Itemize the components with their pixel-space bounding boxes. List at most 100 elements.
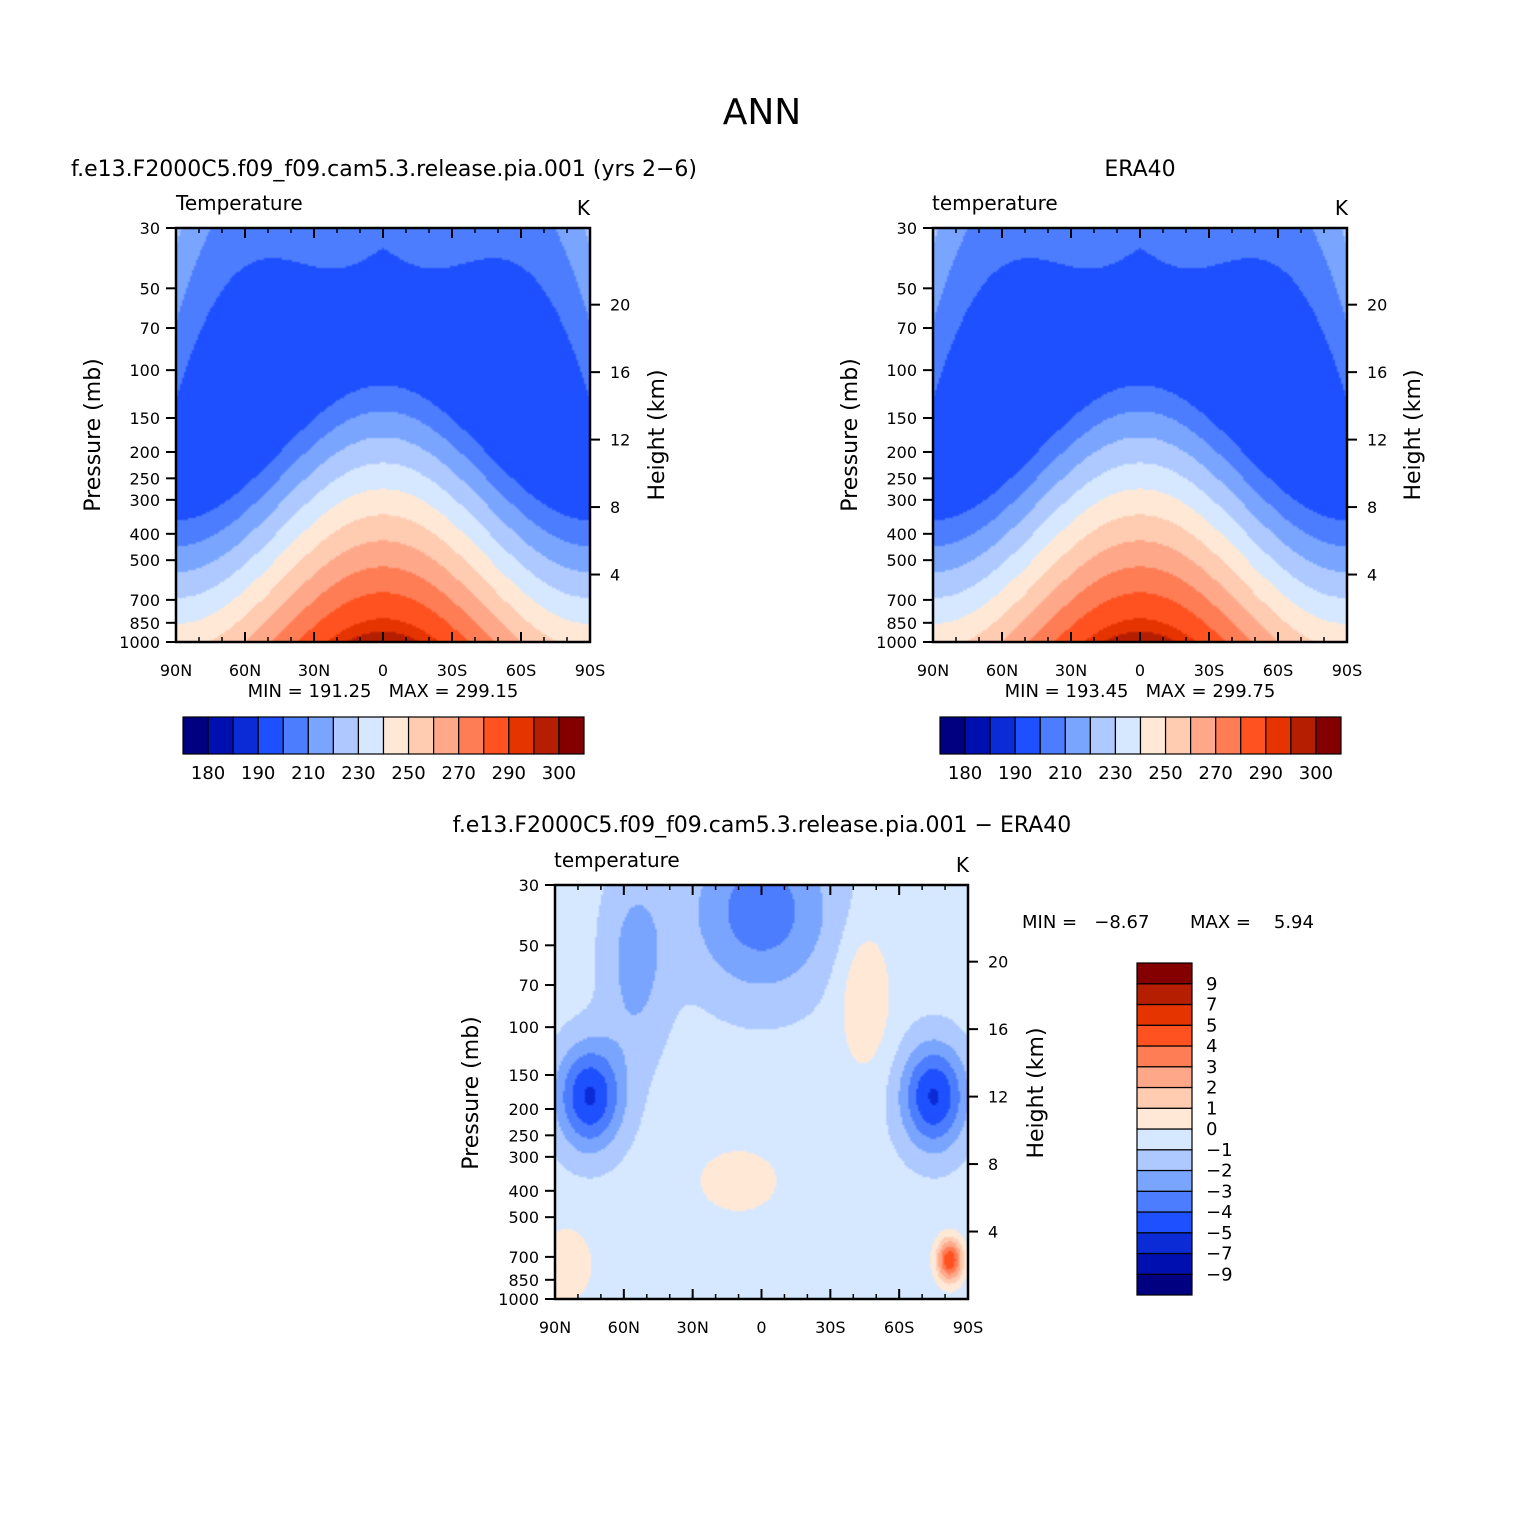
- colorbar-box: [382, 716, 410, 755]
- colorbar-label: −1: [1206, 1140, 1233, 1161]
- y-tick-label: 200: [886, 443, 917, 462]
- colorbar-label: 7: [1206, 995, 1217, 1016]
- y-tick-label: 200: [129, 443, 160, 462]
- y-tick-label: 150: [129, 409, 160, 428]
- colorbar-box: [1136, 1024, 1193, 1047]
- colorbar-label: −9: [1206, 1264, 1233, 1285]
- contour-image: [555, 885, 968, 1299]
- colorbar-box: [1315, 716, 1342, 755]
- colorbar-box: [1290, 716, 1317, 755]
- plot-axes: 90N 60N 30N 0 30S 60S 90S 30 50 70 100 150 200 250 300…: [498, 876, 1008, 1337]
- unit-label: K: [1335, 196, 1349, 220]
- right-tick-label: 20: [1367, 296, 1387, 315]
- colorbar-box: [1136, 1149, 1193, 1172]
- y-tick-label: 400: [886, 525, 917, 544]
- x-tick-label: 90N: [917, 661, 949, 680]
- colorbar-box: [1114, 716, 1142, 755]
- variable-label: temperature: [554, 848, 680, 872]
- right-axis-label: Height (km): [1401, 369, 1426, 500]
- plot-axes: 90N 60N 30N 0 30S 60S 90S 30 50 70 100 150 200 250 300…: [876, 219, 1387, 680]
- right-tick-label: 16: [1367, 363, 1387, 382]
- y-tick-label: 400: [508, 1182, 539, 1201]
- colorbar-box: [357, 716, 385, 755]
- right-tick-label: 8: [1367, 498, 1377, 517]
- y-tick-label: 400: [129, 525, 160, 544]
- colorbar-label: 270: [442, 763, 476, 784]
- right-tick-label: 4: [988, 1223, 998, 1242]
- colorbar-box: [1136, 1252, 1193, 1275]
- panel-diff: f.e13.F2000C5.f09_f09.cam5.3.release.pia…: [453, 813, 1314, 1337]
- y-tick-label: 150: [508, 1066, 539, 1085]
- colorbar-box: [1136, 962, 1193, 985]
- colorbar-label: 4: [1206, 1036, 1217, 1057]
- x-tick-label: 30N: [298, 661, 330, 680]
- colorbar-box: [1136, 1169, 1193, 1192]
- y-tick-label: 200: [508, 1100, 539, 1119]
- colorbar-box: [1089, 716, 1117, 755]
- colorbar-label: 270: [1199, 763, 1233, 784]
- x-tick-label: 90S: [1332, 661, 1363, 680]
- x-tick-label: 90S: [953, 1318, 984, 1337]
- right-tick-label: 12: [1367, 431, 1387, 450]
- x-tick-label: 30N: [677, 1318, 709, 1337]
- right-axis-label: Height (km): [645, 369, 670, 500]
- colorbar-box: [1136, 1128, 1193, 1151]
- colorbar-box: [1136, 1003, 1193, 1026]
- x-tick-label: 30S: [815, 1318, 846, 1337]
- colorbar-box: [1136, 1066, 1193, 1089]
- colorbar-box: [433, 716, 460, 755]
- colorbar-box: [1136, 1190, 1193, 1213]
- y-tick-label: 50: [897, 279, 917, 298]
- contour-field: [176, 228, 590, 642]
- y-tick-label: 850: [508, 1271, 539, 1290]
- colorbar-box: [1136, 1086, 1193, 1109]
- contour-field: [555, 885, 968, 1299]
- variable-label: Temperature: [175, 191, 303, 215]
- right-tick-label: 8: [610, 498, 620, 517]
- colorbar-label: 300: [1299, 763, 1333, 784]
- colorbar-box: [1136, 1107, 1193, 1130]
- colorbar-box: [1190, 716, 1217, 755]
- min-stat: MIN = −8.67: [1022, 912, 1149, 933]
- y-tick-label: 300: [886, 491, 917, 510]
- y-tick-label: 1000: [498, 1290, 539, 1309]
- panel-title: f.e13.F2000C5.f09_f09.cam5.3.release.pia…: [71, 157, 697, 182]
- right-tick-label: 8: [988, 1155, 998, 1174]
- colorbar-box: [1039, 716, 1066, 755]
- x-tick-label: 0: [756, 1318, 766, 1337]
- colorbar-label: 180: [948, 763, 982, 784]
- y-tick-label: 1000: [876, 633, 917, 652]
- colorbar-label: 290: [1249, 763, 1283, 784]
- colorbar-box: [1139, 716, 1167, 755]
- right-tick-label: 16: [988, 1020, 1008, 1039]
- x-tick-label: 30N: [1055, 661, 1087, 680]
- colorbar-box: [1014, 716, 1041, 755]
- colorbar-box: [1136, 1232, 1193, 1255]
- y-tick-label: 150: [886, 409, 917, 428]
- colorbar-label: 230: [1098, 763, 1132, 784]
- colorbar-box: [458, 716, 485, 755]
- colorbar-box: [332, 716, 360, 755]
- colorbar-box: [1136, 1045, 1193, 1068]
- colorbar: 180 190 210 230 250 270 290 300: [939, 716, 1342, 784]
- colorbar-label: 0: [1206, 1119, 1217, 1140]
- panel-title: ERA40: [1104, 157, 1175, 182]
- colorbar-box: [1136, 983, 1193, 1006]
- x-tick-label: 90N: [539, 1318, 571, 1337]
- colorbar-box: [1265, 716, 1292, 755]
- unit-label: K: [577, 196, 591, 220]
- x-tick-label: 30S: [437, 661, 468, 680]
- y-tick-label: 1000: [119, 633, 160, 652]
- colorbar-label: 5: [1206, 1015, 1217, 1036]
- x-tick-label: 0: [1135, 661, 1145, 680]
- y-axis-label: Pressure (mb): [838, 358, 863, 512]
- x-tick-label: 60N: [229, 661, 261, 680]
- y-tick-label: 50: [519, 936, 539, 955]
- panel-model: f.e13.F2000C5.f09_f09.cam5.3.release.pia…: [71, 157, 697, 784]
- figure-title: ANN: [723, 92, 802, 133]
- y-tick-label: 500: [129, 551, 160, 570]
- panel-title: f.e13.F2000C5.f09_f09.cam5.3.release.pia…: [453, 813, 1072, 838]
- colorbar-label: −3: [1206, 1181, 1233, 1202]
- colorbar-box: [964, 716, 991, 755]
